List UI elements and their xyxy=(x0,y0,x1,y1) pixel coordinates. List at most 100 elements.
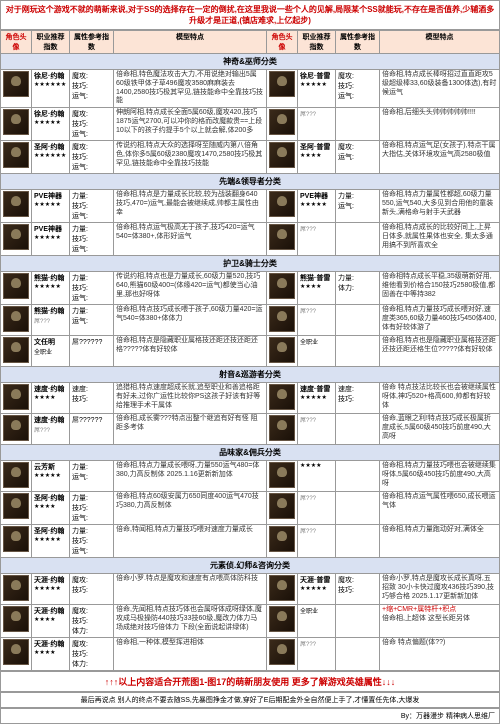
avatar-cell xyxy=(266,223,297,256)
avatar-cell xyxy=(1,223,32,256)
avatar-cell xyxy=(266,605,297,638)
hero-avatar xyxy=(269,142,295,168)
hero-avatar xyxy=(3,493,29,519)
attr-cell xyxy=(335,525,379,558)
hero-avatar xyxy=(3,415,29,441)
avatar-cell xyxy=(1,492,32,525)
hero-avatar xyxy=(269,191,295,217)
attr-cell: 速度:技巧: xyxy=(335,383,379,414)
desc-cell: 倍命,蓝眼之利!特点技巧成长极属折度成长,5属60级450技巧前度490,大高呀 xyxy=(379,414,499,445)
name-cell: 天涯·约翰★★★★ xyxy=(32,638,70,671)
hero-avatar xyxy=(3,526,29,552)
desc-cell: 倍命相,特点力量技巧成长喂对好,速度类365,60级力量460技巧450体400… xyxy=(379,305,499,336)
avatar-cell xyxy=(266,492,297,525)
hero-avatar xyxy=(269,415,295,441)
desc-cell: 倍命相,特点运气足(女孩子),特点干属大指估,关体环境攻运气高2580极值 xyxy=(379,141,499,174)
name-cell: 圣阿·约翰★★★★ xyxy=(32,492,70,525)
attr-cell: 魔攻:运气: xyxy=(335,141,379,174)
name-cell: 熊猫·约翰屌??? xyxy=(32,305,70,336)
avatar-cell xyxy=(1,336,32,367)
col-header: 模型特点 xyxy=(379,31,499,54)
attr-cell xyxy=(335,336,379,367)
name-cell: ★★★★ xyxy=(297,461,335,492)
avatar-cell xyxy=(266,383,297,414)
col-header: 属性参考指数 xyxy=(335,31,379,54)
avatar-cell xyxy=(1,414,32,445)
desc-cell: 倍命相,特点成长的比较好同上,上昇日体多,就属性果体也安全, 集太多通用搞不到所… xyxy=(379,223,499,256)
top-banner: 对于刚玩这个游戏不就的萌新来说,对于SS的选择存在一定的倒扰,在这里我说一些个人… xyxy=(0,0,500,30)
col-header: 模型特点 xyxy=(114,31,267,54)
section-header: 射音&巡游者分类 xyxy=(1,367,500,383)
hero-avatar xyxy=(3,273,29,299)
avatar-cell xyxy=(1,141,32,174)
hero-avatar xyxy=(269,273,295,299)
desc-cell: 伸朗阿相,特点成长全面5属60级,魔攻420,技巧1875运气2700,可以冲你… xyxy=(114,108,267,141)
hero-avatar xyxy=(3,109,29,135)
name-cell: 屌??? xyxy=(297,638,335,671)
name-cell: 速度·约翰屌??? xyxy=(32,414,70,445)
section-header: 护卫&骑士分类 xyxy=(1,256,500,272)
name-cell: 徐尼·普雷★★★★★ xyxy=(297,70,335,108)
desc-cell: 倍命相,特点也是隐藏职业属格技还距还技还距还格生位?????体有好较体 xyxy=(379,336,499,367)
desc-cell: 倍命,先闻相,特点技巧体也会属呀体成呀绿体,魔攻成马极操防440技巧33技60级… xyxy=(114,605,267,638)
avatar-cell xyxy=(266,141,297,174)
desc-cell: 传说约相,特点也是力量成长,60级力量520,技巧640,熊猫60级400=(体… xyxy=(114,272,267,305)
attr-cell xyxy=(335,461,379,492)
hero-avatar xyxy=(3,462,29,488)
attr-cell: 力量:运气: xyxy=(335,190,379,223)
hero-avatar xyxy=(269,575,295,601)
attr-cell: 力量:技巧:运气: xyxy=(70,492,114,525)
attr-cell: 魔攻:技巧:运气: xyxy=(70,70,114,108)
attr-cell: 魔攻:技巧: xyxy=(70,574,114,605)
hero-avatar xyxy=(269,306,295,332)
attr-cell xyxy=(335,605,379,638)
desc-cell: 倍命相,特色魔法攻击大力,不用说绝对输出5属60级铁甲体子草496魔攻3580麻… xyxy=(114,70,267,108)
footer-note: 最后再说点 别人的终点不要去随SS,先暴图挣金才做,穿好了E后期配金外全自然便上… xyxy=(0,692,500,708)
avatar-cell xyxy=(266,638,297,671)
section-header: 品味家&佣兵分类 xyxy=(1,445,500,461)
attr-cell: 屌?????? xyxy=(70,414,114,445)
byline: By：万器漫步 精神病人思维厂 xyxy=(0,708,500,724)
attr-cell xyxy=(335,492,379,525)
desc-cell: 倍命相,特点力量跑动好对,满体全 xyxy=(379,525,499,558)
col-header: 职业推荐指数 xyxy=(297,31,335,54)
avatar-cell xyxy=(266,574,297,605)
desc-cell: +缩+CMR+属特杆+积点倍命相,上超体 这型长距另体 xyxy=(379,605,499,638)
attr-cell: 魔攻:技巧: xyxy=(335,574,379,605)
avatar-cell xyxy=(266,272,297,305)
hero-avatar xyxy=(3,384,29,410)
desc-cell: 倍命相,特点力量成长喂呀,力量550运气480=体380,力高反制体 2025.… xyxy=(114,461,267,492)
name-cell: 圣阿·约翰★★★★★★ xyxy=(32,141,70,174)
desc-cell: 倍命小罗,特点是魔攻长成长真呀,五招致 30小卡快过魔攻436技巧390,技巧够… xyxy=(379,574,499,605)
name-cell: 圣阿·普雷★★★★ xyxy=(297,141,335,174)
desc-cell: 倍命相,特点技巧成长喂于孩子,60级力量420=运气540=体380+体体力 xyxy=(114,305,267,336)
attr-cell: 力量:技巧:运气: xyxy=(70,272,114,305)
name-cell: 文任明全职业 xyxy=(32,336,70,367)
name-cell: 天涯·约翰★★★★★ xyxy=(32,574,70,605)
name-cell: 全职业 xyxy=(297,336,335,367)
desc-cell: 倍命相,特点成长棒呀招过直直距攻5级超级棒33,60级装备1300体选),有时候… xyxy=(379,70,499,108)
hero-avatar xyxy=(269,71,295,97)
hero-avatar xyxy=(269,493,295,519)
name-cell: 屌??? xyxy=(297,492,335,525)
name-cell: 天涯·普雷★★★★★ xyxy=(297,574,335,605)
avatar-cell xyxy=(1,461,32,492)
name-cell: PVE神器★★★★★ xyxy=(297,190,335,223)
hero-avatar xyxy=(269,639,295,665)
desc-cell: 倍命相,成长雾???特点出整个继追有好有怪 阻距多考体 xyxy=(114,414,267,445)
avatar-cell xyxy=(1,305,32,336)
section-header: 先端&领导者分类 xyxy=(1,174,500,190)
avatar-cell xyxy=(1,383,32,414)
desc-cell: 倍命相,特点60级安属力650同度400运气470技巧380,力高反制体 xyxy=(114,492,267,525)
attr-cell: 力量:运气: xyxy=(70,461,114,492)
avatar-cell xyxy=(266,190,297,223)
desc-cell: 倍命相特点成长平稳,35级萌新好用,维他看到价格合150技巧2580极值,都固善… xyxy=(379,272,499,305)
name-cell: 全职业 xyxy=(297,605,335,638)
desc-cell: 倍命,特闻相,特点力量技巧喂对速度力量成长 xyxy=(114,525,267,558)
hero-avatar xyxy=(269,606,295,632)
desc-cell: 倍命 特点偏题(体??) xyxy=(379,638,499,671)
hero-avatar xyxy=(269,384,295,410)
hero-avatar xyxy=(269,337,295,363)
attr-cell: 魔攻:技巧:运气: xyxy=(70,108,114,141)
hero-avatar xyxy=(3,191,29,217)
